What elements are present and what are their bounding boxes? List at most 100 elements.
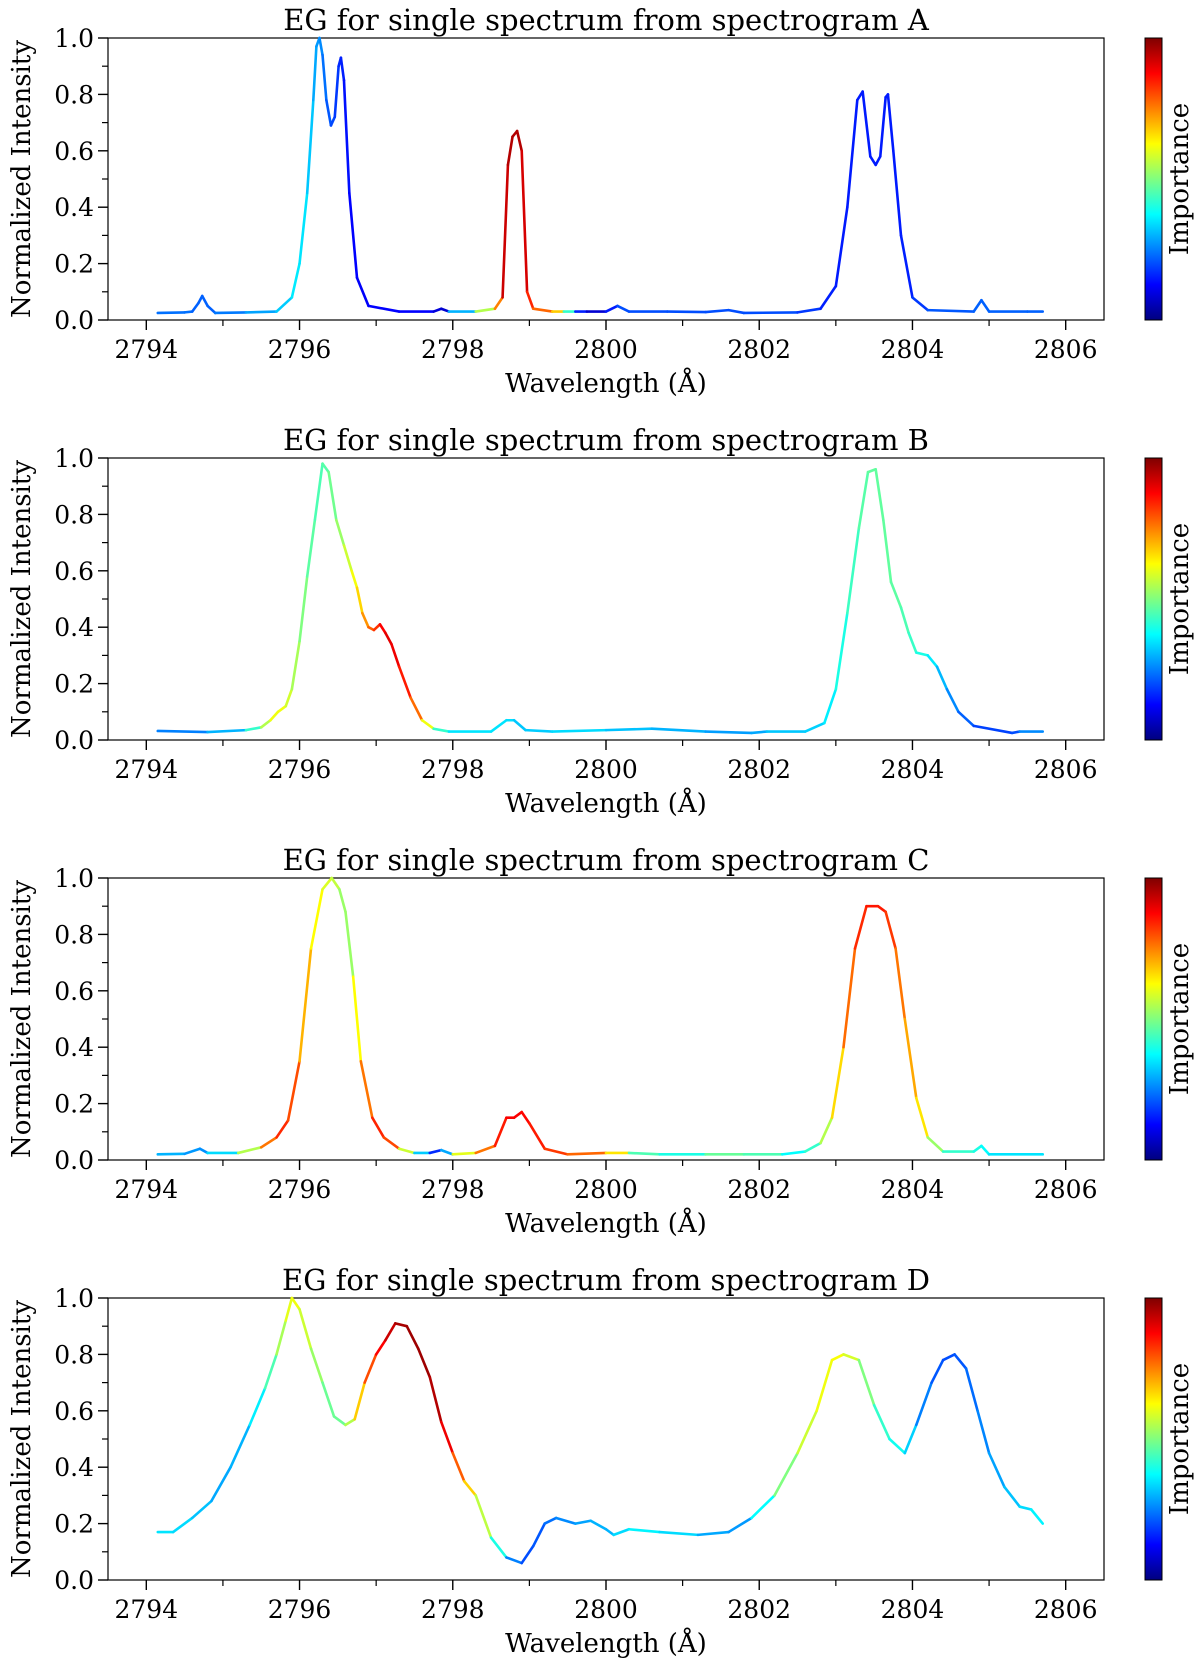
x-tick-label: 2794 — [114, 335, 178, 364]
spectrum-segment — [899, 234, 914, 299]
spectrum-segment — [371, 1116, 386, 1139]
spectrum-segment — [914, 1381, 933, 1427]
spectrum-segment — [903, 1423, 918, 1455]
x-axis-label: Wavelength (Å) — [505, 787, 707, 819]
spectrum-segment — [830, 1045, 845, 1119]
x-tick-label: 2804 — [881, 335, 945, 364]
y-tick-label: 0.4 — [54, 613, 94, 642]
spectrum-segment — [338, 887, 347, 914]
spectrum-segment — [183, 1147, 202, 1156]
spectrum-segment — [339, 56, 346, 82]
spectrum-segment — [658, 1530, 700, 1537]
spectrum-segment — [298, 1307, 313, 1351]
spectrum-segment — [332, 1415, 347, 1427]
x-axis-label: Wavelength (Å) — [505, 1207, 707, 1239]
spectrum-segment — [416, 1347, 432, 1379]
spectrum-segment — [874, 467, 885, 522]
spectrum-segment — [972, 298, 983, 313]
y-tick-label: 1.0 — [54, 24, 94, 53]
spectrum-segment — [394, 1322, 409, 1328]
spectrum-segment — [275, 296, 294, 313]
spectrum-segment — [259, 1136, 278, 1149]
y-tick-label: 0.8 — [54, 500, 94, 529]
spectrum-segment — [512, 718, 527, 732]
y-tick-label: 1.0 — [54, 864, 94, 893]
spectrum-segment — [342, 79, 351, 195]
x-tick-label: 2796 — [268, 1595, 332, 1624]
spectrum-line — [156, 462, 1045, 735]
spectrum-segment — [318, 36, 324, 57]
spectrum-segment — [382, 1136, 401, 1151]
spectrum-segment — [350, 569, 359, 590]
x-tick-label: 2800 — [574, 335, 638, 364]
colorbar-label: Importance — [1165, 1363, 1195, 1515]
y-tick-label: 0.2 — [54, 670, 94, 699]
spectrum-segment — [298, 191, 309, 265]
spectrum-segment — [876, 904, 887, 914]
spectrum-segment — [259, 718, 272, 729]
spectrum-segment — [1029, 1508, 1045, 1525]
colorbar — [1144, 457, 1163, 741]
colorbar — [1144, 37, 1163, 321]
spectrum-segment — [342, 544, 353, 573]
chart-title: EG for single spectrum from spectrogram … — [283, 423, 929, 457]
spectrum-segment — [200, 294, 209, 308]
spectrum-segment — [882, 518, 893, 584]
y-tick-label: 0.8 — [54, 1340, 94, 1369]
spectrum-segment — [884, 910, 897, 950]
spectrum-segment — [309, 887, 324, 950]
spectrum-segment — [384, 631, 393, 646]
spectrum-segment — [367, 304, 401, 313]
spectrum-segment — [823, 687, 838, 725]
spectrum-segment — [1003, 1485, 1022, 1508]
spectrum-segment — [501, 163, 510, 299]
y-tick-label: 0.0 — [54, 306, 94, 335]
spectrum-segment — [489, 718, 508, 733]
y-tick-label: 1.0 — [54, 444, 94, 473]
y-tick-label: 0.2 — [54, 1510, 94, 1539]
x-tick-label: 2794 — [114, 755, 178, 784]
colorbar — [1144, 877, 1163, 1161]
y-tick-label: 0.6 — [54, 1397, 94, 1426]
spectrum-segment — [275, 1319, 288, 1356]
y-tick-label: 0.0 — [54, 1146, 94, 1175]
x-tick-label: 2806 — [1034, 755, 1098, 784]
spectrum-segment — [926, 654, 939, 668]
spectrum-segment — [351, 975, 363, 1063]
spectrum-segment — [439, 1148, 455, 1156]
colorbar-label: Importance — [1165, 943, 1195, 1095]
spectrum-segment — [344, 910, 355, 979]
spectrum-segment — [348, 191, 359, 280]
spectrum-segment — [313, 462, 324, 522]
x-tick-label: 2798 — [421, 755, 485, 784]
spectrum-segment — [869, 155, 877, 167]
spectrum-segment — [930, 1358, 945, 1384]
chart-title: EG for single spectrum from spectrogram … — [283, 3, 930, 37]
spectrum-segment — [439, 307, 451, 313]
spectrum-segment — [355, 586, 364, 615]
x-tick-label: 2804 — [881, 1175, 945, 1204]
spectrum-segment — [842, 947, 857, 1049]
spectrum-segment — [244, 726, 263, 732]
x-tick-label: 2794 — [114, 1595, 178, 1624]
x-tick-label: 2806 — [1034, 1595, 1098, 1624]
spectrum-segment — [275, 1119, 290, 1139]
spectrum-segment — [846, 98, 859, 209]
spectrum-segment — [374, 1339, 387, 1356]
y-axis-label: Normalized Intensity — [7, 1300, 37, 1578]
x-tick-label: 2802 — [727, 755, 791, 784]
y-tick-label: 0.2 — [54, 250, 94, 279]
colorbar-label: Importance — [1165, 103, 1195, 255]
spectrum-segment — [604, 727, 654, 732]
spectrum-segment — [333, 64, 340, 119]
x-tick-label: 2800 — [574, 1595, 638, 1624]
spectrum-segment — [980, 1144, 991, 1156]
x-tick-label: 2806 — [1034, 1175, 1098, 1204]
spectrum-segment — [420, 718, 435, 731]
spectrum-segment — [156, 1152, 186, 1156]
y-tick-label: 0.8 — [54, 920, 94, 949]
spectrum-segment — [405, 1324, 420, 1351]
spectrum-segment — [512, 1110, 524, 1119]
spectrum-segment — [750, 730, 769, 735]
spectrum-segment — [493, 1116, 508, 1148]
